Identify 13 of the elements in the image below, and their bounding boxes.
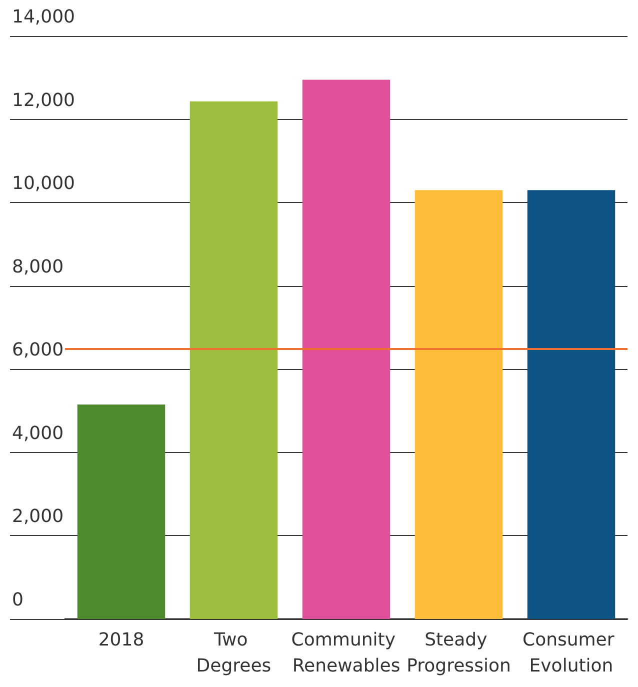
x-tick-label: Two Degrees [196, 630, 272, 676]
y-tick-label: 12,000 [12, 90, 75, 111]
y-tick-label: 6,000 [12, 340, 64, 361]
y-tick-label: 4,000 [12, 422, 64, 444]
y-tick-label: 8,000 [12, 256, 64, 278]
x-tick-label: Consumer Evolution [522, 630, 620, 676]
y-tick-label: 10,000 [12, 173, 75, 194]
x-tick-label: Steady Progression [406, 630, 511, 676]
x-tick-label: 2018 [98, 630, 144, 650]
y-tick-label: 2,000 [12, 506, 64, 528]
x-tick-label: Community Renewables [291, 630, 402, 676]
y-tick-label: 0 [12, 590, 24, 610]
y-tick-label: 14,000 [12, 6, 75, 28]
